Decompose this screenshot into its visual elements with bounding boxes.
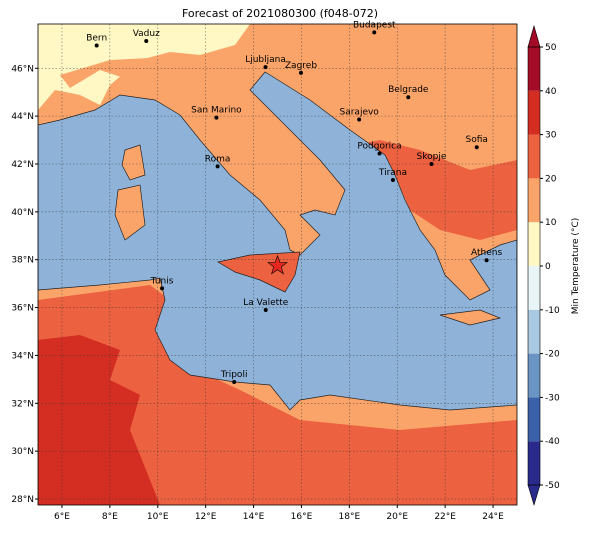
y-tick-label: 34°N — [11, 351, 34, 361]
city-label: Zagreb — [285, 61, 317, 71]
x-tick-label: 22°E — [434, 512, 456, 522]
city-label: Tirana — [378, 168, 407, 178]
city-label: Skopje — [417, 152, 447, 162]
city-label: Sarajevo — [340, 107, 380, 117]
city-dot — [214, 115, 219, 120]
alps-cool — [38, 24, 250, 110]
y-tick-label: 30°N — [11, 447, 34, 457]
x-tick-label: 8°E — [102, 512, 118, 522]
colorbar-label: Min Temperature (°C) — [571, 218, 581, 315]
city-label: La Valette — [243, 298, 288, 308]
y-tick-label: 36°N — [11, 304, 34, 314]
city-label: San Marino — [191, 106, 242, 116]
colorbar-bin — [528, 47, 540, 91]
city-dot — [406, 95, 411, 100]
crete — [439, 309, 502, 326]
city-dot — [263, 65, 268, 70]
x-tick-label: 6°E — [54, 512, 70, 522]
city-dot — [94, 43, 99, 48]
city-label: Roma — [205, 154, 231, 164]
colorbar-tick-label: -50 — [545, 481, 560, 491]
y-tick-label: 38°N — [11, 256, 34, 266]
colorbar-tick-label: 10 — [545, 218, 557, 228]
x-tick-label: 16°E — [291, 512, 313, 522]
africa-hot — [38, 335, 160, 505]
colorbar-bin — [528, 178, 540, 223]
x-tick-label: 10°E — [147, 512, 169, 522]
colorbar-tick-label: -40 — [545, 437, 560, 447]
city-label: Sofia — [466, 135, 488, 145]
city-dot — [298, 70, 303, 75]
colorbar-tick-label: 0 — [545, 262, 551, 272]
y-tick-label: 42°N — [11, 160, 34, 170]
colorbar-tick-label: -20 — [545, 350, 560, 360]
colorbar-tick-label: -30 — [545, 393, 560, 403]
colorbar-bin — [528, 134, 540, 179]
city-dot — [377, 151, 382, 156]
corsica — [121, 144, 146, 181]
colorbar-tick-label: 50 — [545, 43, 557, 53]
city-dot — [357, 117, 362, 122]
x-tick-label: 14°E — [243, 512, 265, 522]
y-tick-label: 32°N — [11, 399, 34, 409]
colorbar-bin — [528, 441, 540, 485]
city-label: Bern — [86, 34, 107, 44]
y-tick-label: 46°N — [11, 64, 34, 74]
x-tick-label: 18°E — [339, 512, 361, 522]
y-tick-label: 40°N — [11, 208, 34, 218]
city-dot — [429, 161, 434, 166]
colorbar-bin — [528, 397, 540, 442]
city-label: Vaduz — [133, 29, 160, 39]
city-label: Tunis — [150, 276, 174, 286]
city-dot — [215, 164, 220, 169]
colorbar-bin — [528, 222, 540, 266]
city-label: Budapest — [353, 20, 396, 30]
x-tick-label: 24°E — [482, 512, 504, 522]
colorbar-tick-label: 30 — [545, 131, 557, 141]
colorbar-tick-label: -10 — [545, 306, 560, 316]
city-dot — [390, 178, 395, 183]
colorbar-bin — [528, 266, 540, 310]
x-tick-label: 20°E — [386, 512, 408, 522]
city-dot — [160, 286, 165, 291]
y-tick-label: 28°N — [11, 495, 34, 505]
event-marker — [267, 254, 288, 275]
x-tick-label: 12°E — [195, 512, 217, 522]
colorbar-bin — [528, 309, 540, 354]
sardinia — [114, 184, 146, 241]
colorbar-bin — [528, 353, 540, 398]
colorbar-extend-min — [527, 484, 541, 507]
colorbar-extend-max — [527, 24, 541, 48]
colorbar-tick-label: 20 — [545, 174, 557, 184]
city-dot — [263, 307, 268, 312]
city-dot — [232, 379, 237, 384]
colorbar-bin — [528, 90, 540, 135]
city-label: Tripoli — [220, 370, 248, 380]
city-dot — [474, 145, 479, 150]
city-dot — [372, 30, 377, 35]
colorbar-tick-label: 40 — [545, 87, 557, 97]
map-frame — [37, 23, 518, 506]
alps-warm — [60, 58, 150, 88]
city-label: Athens — [471, 248, 502, 258]
title: Forecast of 2021080300 (f048-072) — [182, 7, 378, 20]
y-tick-label: 44°N — [11, 112, 34, 122]
city-dot — [484, 258, 489, 263]
city-label: Podgorica — [357, 141, 401, 151]
city-dot — [144, 38, 149, 43]
city-label: Ljubljana — [245, 55, 286, 65]
city-label: Belgrade — [388, 85, 429, 95]
